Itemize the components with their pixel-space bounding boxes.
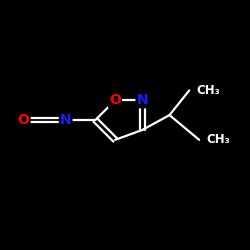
Text: O: O [18, 113, 30, 127]
Text: N: N [60, 113, 72, 127]
Text: CH₃: CH₃ [197, 84, 220, 97]
Text: N: N [136, 93, 148, 107]
Text: O: O [109, 93, 121, 107]
Text: CH₃: CH₃ [206, 133, 230, 146]
